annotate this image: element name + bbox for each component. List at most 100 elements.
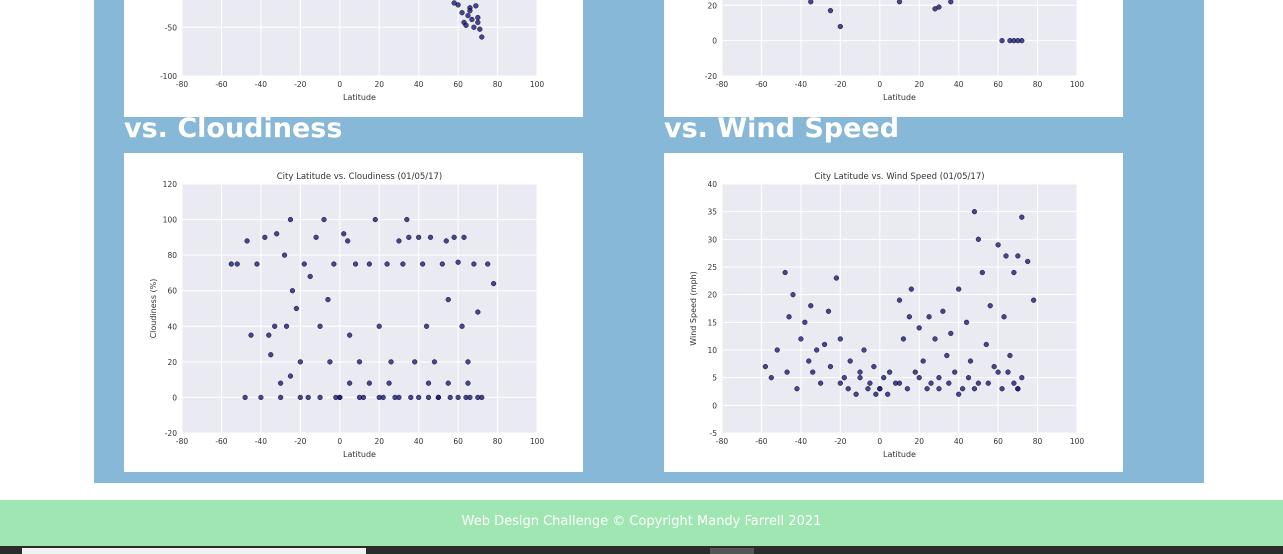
point — [963, 319, 970, 325]
y-tick-label: 15 — [707, 318, 717, 327]
point — [983, 341, 989, 348]
y-tick-label: -5 — [710, 429, 718, 438]
point — [936, 4, 942, 10]
point — [920, 358, 926, 364]
y-tick-label: 5 — [712, 374, 717, 383]
chart-image: -80 -60 -40 -20 0 20 40 60 80 100 -5 0 5 10 15 20 25 30 35… — [664, 153, 1123, 472]
x-tick-label: 40 — [414, 437, 424, 446]
point — [416, 394, 422, 401]
point — [786, 314, 792, 320]
x-tick-label: 60 — [993, 80, 1003, 89]
x-tick-label: 20 — [374, 80, 384, 89]
y-tick-label: -100 — [160, 72, 177, 81]
point — [305, 394, 311, 401]
point — [1007, 352, 1013, 359]
point — [833, 275, 839, 281]
point — [459, 10, 465, 16]
point — [268, 352, 274, 358]
x-tick-label: 0 — [877, 80, 882, 89]
point — [435, 394, 441, 401]
point — [845, 386, 851, 392]
point — [944, 352, 950, 359]
point — [794, 386, 800, 392]
point — [837, 336, 843, 342]
plot-area — [722, 184, 1077, 433]
point — [325, 297, 331, 303]
point — [916, 325, 922, 331]
point — [445, 380, 451, 386]
point — [825, 308, 832, 314]
point — [248, 332, 254, 338]
point — [423, 323, 430, 329]
y-tick-label: 25 — [707, 263, 717, 272]
footer: Web Design Challenge © Copyright Mandy F… — [0, 500, 1283, 546]
point — [327, 359, 333, 365]
point — [1019, 38, 1025, 44]
point — [926, 314, 932, 320]
x-tick-label: 100 — [1070, 437, 1085, 446]
plot-area — [182, 184, 537, 433]
point — [244, 238, 250, 244]
x-tick-label: -60 — [755, 437, 767, 446]
point — [465, 380, 471, 386]
point — [258, 394, 264, 401]
point — [861, 347, 867, 353]
y-axis-label: Cloudiness (%) — [149, 279, 158, 339]
x-tick-label: 60 — [453, 80, 463, 89]
point — [871, 364, 877, 370]
point — [885, 391, 891, 397]
point — [321, 216, 327, 223]
point — [1025, 258, 1031, 265]
x-tick-label: 80 — [1033, 80, 1043, 89]
y-tick-label: 40 — [167, 322, 177, 331]
point — [272, 323, 278, 329]
x-tick-label: 80 — [493, 437, 503, 446]
y-tick-label: 20 — [707, 1, 717, 10]
chart-image: -80 -60 -40 -20 0 20 40 60 80 100 -20 0 20 Latitude — [664, 0, 1123, 117]
point — [1011, 269, 1017, 276]
point — [297, 359, 303, 365]
point — [948, 330, 954, 337]
point — [768, 375, 774, 381]
point — [790, 292, 796, 298]
x-axis-label: Latitude — [343, 93, 376, 102]
point — [936, 386, 942, 392]
point — [475, 394, 481, 401]
point — [465, 359, 471, 365]
point — [867, 380, 873, 386]
point — [471, 24, 477, 30]
point — [473, 3, 479, 9]
point — [896, 380, 903, 386]
point — [814, 347, 820, 353]
point — [873, 391, 879, 397]
point — [331, 261, 337, 267]
point — [946, 380, 952, 386]
point — [1005, 369, 1011, 375]
x-tick-label: -60 — [755, 80, 767, 89]
x-tick-label: -40 — [255, 437, 267, 446]
x-axis-label: Latitude — [883, 450, 916, 459]
point — [1003, 253, 1009, 259]
point — [821, 341, 828, 348]
point — [847, 358, 853, 364]
point — [337, 394, 343, 401]
point — [857, 375, 863, 381]
point — [313, 234, 319, 240]
x-tick-label: 40 — [414, 80, 424, 89]
point — [827, 364, 834, 370]
point — [467, 394, 473, 401]
x-tick-label: -40 — [795, 437, 807, 446]
point — [952, 369, 958, 375]
point — [896, 297, 903, 303]
plot-area — [722, 0, 1077, 76]
y-tick-label: 60 — [167, 287, 177, 296]
point — [774, 347, 780, 353]
x-tick-label: 100 — [530, 80, 545, 89]
plot-area — [182, 0, 537, 76]
point — [356, 394, 363, 401]
point — [1031, 297, 1037, 303]
point — [975, 380, 981, 386]
chart: -80 -60 -40 -20 0 20 40 60 80 100 -100 -50 Latitude — [160, 0, 545, 102]
point — [396, 238, 402, 244]
